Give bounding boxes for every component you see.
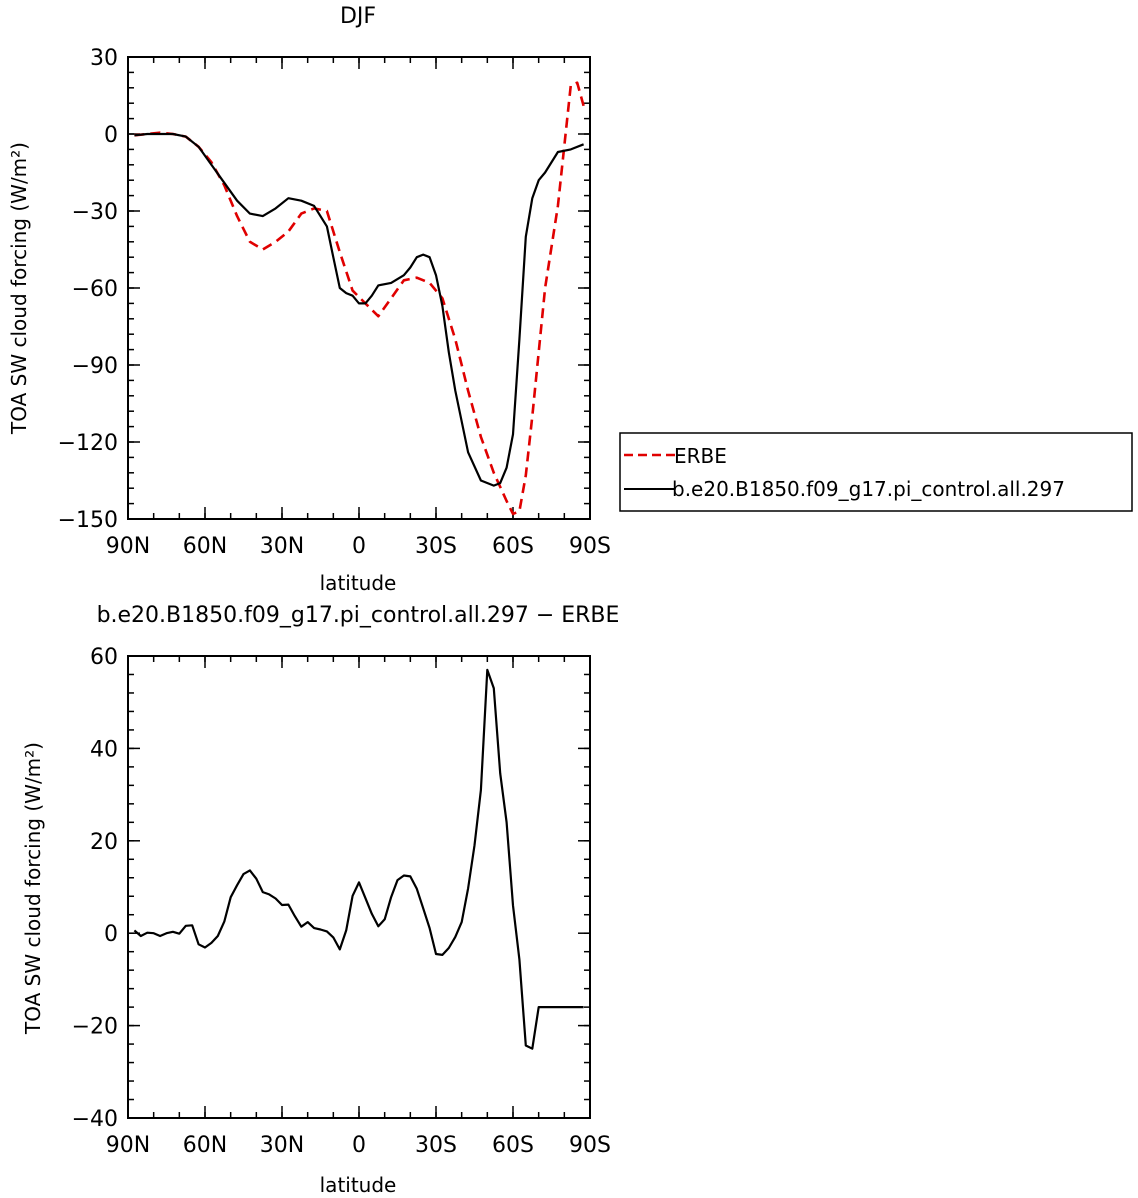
plot-frame [127, 655, 591, 1119]
tick-marks [127, 56, 591, 520]
y-tick-label: −20 [72, 1015, 118, 1040]
y-tick-label: −40 [72, 1107, 118, 1132]
tick-marks [127, 655, 591, 1119]
series-lines [134, 81, 585, 516]
x-tick-label: 0 [352, 1133, 366, 1158]
legend-box [619, 432, 1133, 512]
x-tick-label: 60N [183, 1133, 227, 1158]
x-tick-labels: 90N 60N 30N 0 30S 60S 90S [106, 534, 611, 559]
y-tick-label: −120 [58, 431, 118, 456]
legend-label-erbe: ERBE [674, 444, 727, 468]
chart-djf: DJF 30 0 −30 −60 −90 −120 −150 90N 60N 30N 0 30S 60… [7, 4, 1133, 595]
y-tick-labels: 60 40 20 0 −20 −40 [72, 645, 118, 1132]
y-tick-label: 0 [104, 922, 118, 947]
x-tick-label: 90N [106, 1133, 150, 1158]
y-tick-label: 40 [90, 737, 118, 762]
x-tick-label: 60S [492, 1133, 534, 1158]
x-tick-label: 30N [260, 1133, 304, 1158]
y-tick-label: 60 [90, 645, 118, 670]
y-tick-label: 0 [104, 123, 118, 148]
plot-frame [127, 56, 591, 520]
y-tick-label: −150 [58, 508, 118, 533]
y-tick-label: −60 [72, 277, 118, 302]
legend-label-model: b.e20.B1850.f09_g17.pi_control.all.297 [672, 477, 1065, 501]
x-tick-label: 60N [183, 534, 227, 559]
y-axis-label: TOA SW cloud forcing (W/m²) [7, 142, 31, 435]
x-tick-label: 30S [415, 1133, 457, 1158]
x-axis-label: latitude [320, 1173, 397, 1197]
x-tick-label: 90N [106, 534, 150, 559]
x-tick-label: 0 [352, 534, 366, 559]
series-line-1 [134, 132, 585, 487]
chart-title: DJF [340, 4, 376, 29]
x-tick-labels: 90N 60N 30N 0 30S 60S 90S [106, 1133, 611, 1158]
chart-title: b.e20.B1850.f09_g17.pi_control.all.297 −… [97, 603, 620, 628]
y-tick-label: 30 [90, 46, 118, 71]
chart-difference: b.e20.B1850.f09_g17.pi_control.all.297 −… [21, 603, 619, 1197]
y-tick-label: −30 [72, 200, 118, 225]
y-tick-label: 20 [90, 830, 118, 855]
series-line-0 [134, 81, 585, 516]
legend: ERBE b.e20.B1850.f09_g17.pi_control.all.… [619, 432, 1133, 512]
y-axis-label: TOA SW cloud forcing (W/m²) [21, 742, 45, 1035]
y-tick-labels: 30 0 −30 −60 −90 −120 −150 [58, 46, 118, 533]
x-axis-label: latitude [320, 571, 397, 595]
series-line-0 [133, 668, 584, 1050]
x-tick-label: 90S [569, 534, 611, 559]
x-tick-label: 30S [415, 534, 457, 559]
y-tick-label: −90 [72, 354, 118, 379]
x-tick-label: 60S [492, 534, 534, 559]
x-tick-label: 30N [260, 534, 304, 559]
series-lines [133, 668, 584, 1050]
x-tick-label: 90S [569, 1133, 611, 1158]
